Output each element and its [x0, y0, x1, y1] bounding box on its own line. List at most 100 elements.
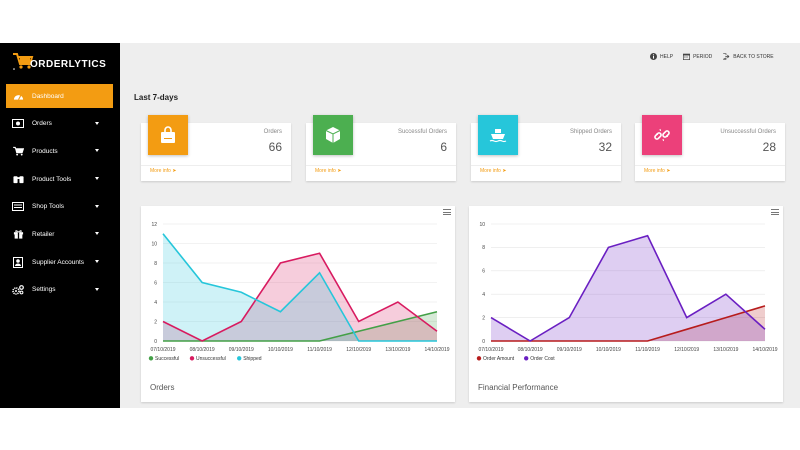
stat-card-unsuccessful-orders: Unsuccessful Orders 28 More info ➤: [635, 115, 785, 181]
x-tick-label: 12/10/2019: [674, 347, 699, 353]
cart-logo-icon: [13, 53, 34, 70]
chevron-down-icon: [95, 287, 99, 291]
x-tick-label: 08/10/2019: [190, 347, 215, 353]
sidebar-item-dashboard[interactable]: Dashboard: [6, 84, 113, 108]
more-info-link[interactable]: More info ➤: [644, 168, 671, 174]
cart-icon: [12, 145, 24, 157]
y-tick-label: 4: [482, 292, 485, 298]
dashboard-icon: [12, 90, 24, 102]
sidebar-item-label: Shop Tools: [32, 203, 65, 211]
x-tick-label: 10/10/2019: [268, 347, 293, 353]
shop-icon: [12, 201, 24, 213]
y-tick-label: 8: [482, 245, 485, 251]
period-label: PERIOD: [693, 53, 713, 60]
x-tick-label: 07/10/2019: [150, 347, 175, 353]
sidebar-item-orders[interactable]: Orders: [6, 112, 113, 136]
chart-menu-icon[interactable]: [443, 209, 451, 215]
chart-menu-icon[interactable]: [771, 209, 779, 215]
stat-label: Successful Orders: [397, 129, 447, 135]
contact-icon: [12, 256, 24, 268]
y-tick-label: 12: [151, 222, 157, 228]
help-link[interactable]: HELP: [650, 53, 673, 60]
money-icon: [12, 118, 24, 130]
x-tick-label: 12/10/2019: [346, 347, 371, 353]
x-tick-label: 11/10/2019: [307, 347, 332, 353]
arrow-circle-right-icon: ➤: [666, 168, 671, 174]
sidebar-item-retailer[interactable]: Retailer: [6, 222, 113, 246]
sidebar-nav: Dashboard Orders Products Product Tools Shop…: [6, 84, 113, 306]
series-area: [491, 235, 765, 341]
brand-name: ORDERLYTICS: [30, 59, 107, 70]
stat-card-orders: Orders 66 More info ➤: [141, 115, 291, 181]
back-to-store-link[interactable]: BACK TO STORE: [722, 53, 774, 60]
help-label: HELP: [660, 53, 674, 60]
period-link[interactable]: PERIOD: [683, 53, 712, 60]
legend-marker: [524, 356, 529, 361]
box-icon: [313, 115, 353, 155]
y-tick-label: 0: [154, 339, 157, 345]
stat-value: 66: [268, 140, 282, 154]
binoculars-icon: [12, 173, 24, 185]
divider: [471, 165, 621, 166]
x-tick-label: 14/10/2019: [424, 347, 449, 353]
gift-icon: [12, 228, 24, 240]
section-title: Last 7-days: [134, 93, 179, 102]
series-line: [491, 305, 766, 342]
stat-card-successful-orders: Successful Orders 6 More info ➤: [306, 115, 456, 181]
chevron-down-icon: [95, 177, 99, 181]
series-line: [162, 252, 438, 342]
sidebar-item-shop-tools[interactable]: Shop Tools: [6, 195, 113, 219]
arrow-circle-right-icon: ➤: [172, 168, 177, 174]
sidebar-item-label: Orders: [32, 120, 52, 128]
legend-label: Order Amount: [483, 356, 515, 362]
stat-value: 28: [762, 140, 776, 154]
sidebar-item-products[interactable]: Products: [6, 139, 113, 163]
stat-label: Unsuccessful Orders: [720, 129, 776, 135]
sign-out-icon: [723, 53, 730, 60]
sidebar-item-label: Supplier Accounts: [32, 258, 85, 266]
cogs-icon: [12, 284, 24, 296]
y-tick-label: 0: [482, 339, 485, 345]
info-icon: [650, 53, 657, 60]
chevron-down-icon: [95, 204, 99, 208]
stat-label: Orders: [263, 129, 282, 135]
x-tick-label: 13/10/2019: [385, 347, 410, 353]
x-tick-label: 13/10/2019: [713, 347, 738, 353]
legend-marker: [237, 356, 242, 361]
chevron-down-icon: [95, 121, 99, 125]
stat-card-shipped-orders: Shipped Orders 32 More info ➤: [471, 115, 621, 181]
legend-label: Shipped: [243, 356, 262, 362]
brand-logo[interactable]: [12, 51, 112, 77]
sidebar-item-label: Settings: [32, 286, 56, 294]
ship-icon: [478, 115, 518, 155]
y-tick-label: 6: [482, 269, 485, 275]
arrow-circle-right-icon: ➤: [337, 168, 342, 174]
app-frame: ORDERLYTICS Dashboard Orders Products Produ…: [0, 43, 800, 408]
orders-chart-panel: 0 2 4 6 8 10 12 07/10/2019 08/10/2019 09/10/2019 1…: [141, 206, 455, 402]
series-line: [162, 233, 437, 342]
sidebar-item-supplier-accounts[interactable]: Supplier Accounts: [6, 250, 113, 274]
stat-label: Shipped Orders: [569, 129, 612, 135]
sidebar-item-label: Product Tools: [32, 175, 72, 183]
series-area: [491, 305, 765, 341]
divider: [635, 165, 785, 166]
more-info-link[interactable]: More info ➤: [315, 168, 342, 174]
series-area: [163, 253, 437, 341]
sidebar-item-settings[interactable]: Settings: [6, 278, 113, 302]
x-tick-label: 10/10/2019: [596, 347, 621, 353]
broken-link-icon: [642, 115, 682, 155]
sidebar-item-product-tools[interactable]: Product Tools: [6, 167, 113, 191]
shopping-bag-icon: [148, 115, 188, 155]
arrow-circle-right-icon: ➤: [502, 168, 507, 174]
more-info-link[interactable]: More info ➤: [480, 168, 507, 174]
more-info-link[interactable]: More info ➤: [150, 168, 177, 174]
x-tick-label: 07/10/2019: [478, 347, 503, 353]
stat-value: 6: [440, 140, 447, 154]
chevron-down-icon: [95, 149, 99, 153]
x-tick-label: 09/10/2019: [557, 347, 582, 353]
sidebar-item-label: Retailer: [32, 230, 55, 238]
sidebar-item-label: Products: [32, 147, 58, 155]
y-tick-label: 10: [479, 222, 485, 228]
x-tick-label: 11/10/2019: [635, 347, 660, 353]
divider: [306, 165, 456, 166]
